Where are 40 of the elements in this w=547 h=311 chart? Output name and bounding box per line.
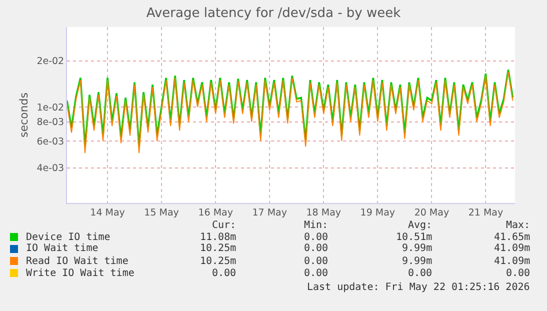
text: 41.65m	[494, 232, 530, 243]
text: 0.00	[212, 268, 236, 279]
text: 0.00	[304, 256, 328, 267]
legend-label: Device IO time	[26, 232, 110, 243]
text: 10.25m	[200, 256, 236, 267]
x-tick-label: 19 May	[360, 207, 396, 218]
y-tick-label: 1e-02	[36, 102, 64, 114]
text: Cur:	[212, 220, 236, 231]
x-tick-label: 20 May	[414, 207, 450, 218]
text: 0.00	[304, 268, 328, 279]
text: Avg:	[408, 220, 432, 231]
text: Last update: Fri May 22 01:25:16 2026	[307, 282, 530, 293]
x-tick-label: 18 May	[306, 207, 342, 218]
text: 9.99m	[402, 256, 432, 267]
text: 41.09m	[494, 256, 530, 267]
y-tick-label: 6e-03	[36, 136, 64, 148]
x-tick-label: 17 May	[252, 207, 288, 218]
text: 9.99m	[402, 243, 432, 254]
x-tick-label: 21 May	[468, 207, 504, 218]
legend-label: IO Wait time	[26, 243, 98, 254]
text: 10.25m	[200, 243, 236, 254]
text: 10.51m	[396, 232, 432, 243]
legend-label: Read IO Wait time	[26, 256, 128, 267]
text: 11.08m	[200, 232, 236, 243]
text: 0.00	[408, 268, 432, 279]
legend-label: Write IO Wait time	[26, 268, 134, 279]
y-tick-label: 2e-02	[36, 56, 64, 68]
text: 0.00	[304, 243, 328, 254]
y-tick-label: 8e-03	[36, 117, 64, 128]
y-axis-title: seconds	[17, 92, 30, 138]
text: 41.09m	[494, 243, 530, 254]
text: Max:	[506, 220, 530, 231]
text: 0.00	[506, 268, 530, 279]
y-tick-label: 4e-03	[36, 163, 64, 174]
x-tick-label: 15 May	[144, 207, 180, 218]
chart-title: Average latency for /dev/sda - by week	[146, 6, 402, 22]
text: 0.00	[304, 232, 328, 243]
x-tick-label: 16 May	[198, 207, 234, 218]
x-tick-label: 14 May	[90, 207, 126, 218]
text: Min:	[304, 220, 328, 231]
